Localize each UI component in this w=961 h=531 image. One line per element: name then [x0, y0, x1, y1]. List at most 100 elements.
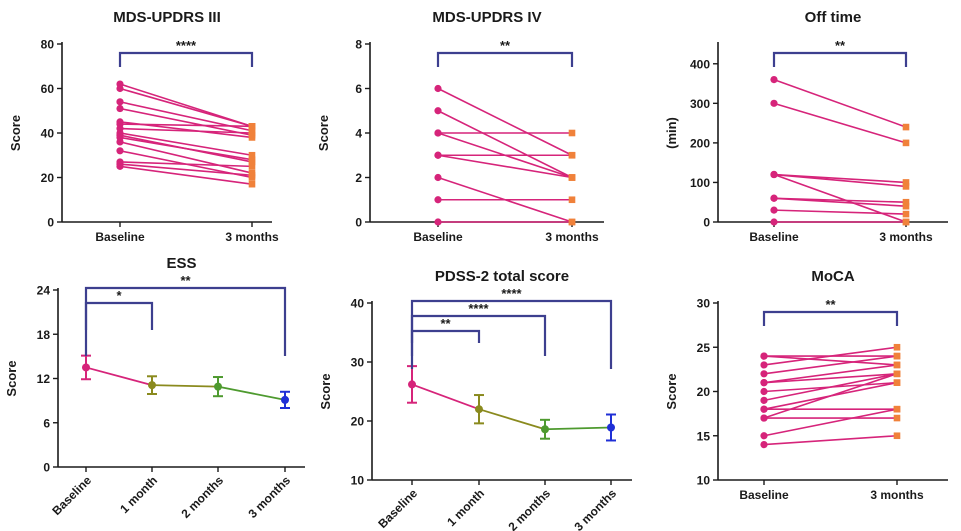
subject-line [119, 123, 253, 128]
followup-point [902, 179, 910, 186]
mean-line-segment [151, 384, 219, 388]
followup-point [248, 134, 256, 141]
baseline-point [760, 361, 768, 369]
y-tick-label: 24 [37, 284, 51, 298]
significance-label: ** [835, 38, 846, 53]
baseline-point [760, 387, 768, 396]
followup-point [902, 218, 910, 226]
y-tick-label: 0 [43, 461, 50, 475]
followup-point [568, 151, 576, 159]
subject-line [119, 107, 253, 137]
followup-point [248, 156, 256, 163]
subject-line [763, 364, 898, 384]
followup-point [902, 123, 910, 131]
y-axis-label: Score [318, 373, 333, 409]
mean-point [214, 382, 222, 391]
baseline-point [770, 99, 778, 107]
significance-bracket [410, 329, 481, 343]
y-tick-label: 0 [47, 216, 54, 230]
subject-line [119, 87, 253, 128]
subject-line [119, 141, 253, 174]
followup-point [248, 171, 256, 179]
followup-point [902, 183, 910, 190]
mean-line-segment [411, 383, 480, 411]
baseline-point [434, 84, 442, 93]
chart-panel-2: MDS-UPDRS IV Score 0 2 4 6 8 Baseline 3 months ** [316, 9, 604, 244]
x-tick-label: 1 month [117, 473, 160, 516]
mean-point [541, 425, 549, 434]
chart-title: MoCA [811, 268, 854, 285]
baseline-point [760, 414, 768, 422]
chart-title: MDS-UPDRS III [113, 9, 221, 26]
baseline-point [116, 147, 124, 155]
x-tick-label: Baseline [739, 488, 789, 502]
followup-point [893, 432, 901, 440]
y-tick-label: 10 [351, 474, 365, 488]
x-tick-label: Baseline [375, 486, 420, 531]
significance-bracket [118, 51, 254, 67]
y-axis-label: Score [316, 115, 331, 151]
baseline-point [434, 107, 442, 115]
y-tick-label: 4 [355, 127, 362, 141]
followup-point [248, 163, 256, 170]
subject-line [773, 173, 907, 223]
subject-line [119, 136, 253, 161]
mean-point [408, 380, 416, 389]
y-tick-label: 2 [355, 171, 362, 185]
y-axis-label: Score [4, 360, 19, 396]
y-tick-label: 30 [697, 297, 711, 311]
y-axis-label: Score [8, 115, 23, 151]
mean-line-segment [85, 366, 153, 387]
y-tick-label: 18 [37, 328, 51, 342]
followup-point [568, 129, 576, 137]
baseline-point [760, 441, 768, 449]
chart-panel-1: MDS-UPDRS III Score 0 20 40 60 80 Baseline 3 mon… [8, 9, 279, 244]
followup-point [893, 414, 901, 422]
followup-point [248, 180, 256, 188]
y-tick-label: 30 [351, 356, 365, 370]
followup-point [248, 129, 256, 137]
subject-line [119, 165, 253, 185]
y-tick-label: 40 [41, 127, 55, 141]
followup-point [893, 352, 901, 360]
chart-panel-4: ESS Score 0 6 12 18 24 Baseline 1 month 2 months 3… [4, 255, 305, 521]
chart-panel-3: Off time (min) 0 100 200 300 400 Baseline 3 mont… [664, 9, 948, 244]
x-tick-label: 1 month [444, 486, 487, 529]
mean-point [148, 381, 156, 390]
y-tick-label: 6 [355, 82, 362, 96]
subject-line [119, 161, 253, 168]
y-tick-label: 20 [351, 415, 365, 429]
followup-point [893, 343, 901, 351]
significance-bracket [762, 310, 899, 326]
baseline-point [116, 138, 124, 146]
baseline-point [760, 379, 768, 387]
significance-bracket [84, 286, 287, 356]
significance-label: ** [500, 38, 511, 53]
baseline-point [116, 84, 124, 93]
baseline-point [770, 206, 778, 214]
y-tick-label: 0 [355, 216, 362, 230]
followup-point [568, 174, 576, 181]
baseline-point [770, 170, 778, 179]
y-tick-label: 80 [41, 38, 55, 52]
baseline-point [434, 129, 442, 137]
y-tick-label: 20 [697, 385, 711, 399]
baseline-point [116, 104, 124, 113]
baseline-point [116, 162, 124, 170]
x-tick-label: 3 months [879, 230, 933, 244]
chart-title: MDS-UPDRS IV [432, 9, 541, 26]
followup-point [902, 210, 910, 218]
mean-point [82, 363, 90, 372]
followup-point [893, 379, 901, 386]
subject-line [763, 355, 898, 366]
subject-line [437, 87, 573, 156]
followup-point [902, 202, 910, 210]
x-tick-label: 3 months [545, 230, 599, 244]
significance-label: ** [440, 316, 451, 331]
chart-title: PDSS-2 total score [435, 268, 569, 285]
significance-label: ** [825, 297, 836, 312]
baseline-point [434, 196, 442, 204]
baseline-point [434, 173, 442, 182]
subject-line [773, 197, 907, 207]
subject-line [763, 408, 898, 437]
